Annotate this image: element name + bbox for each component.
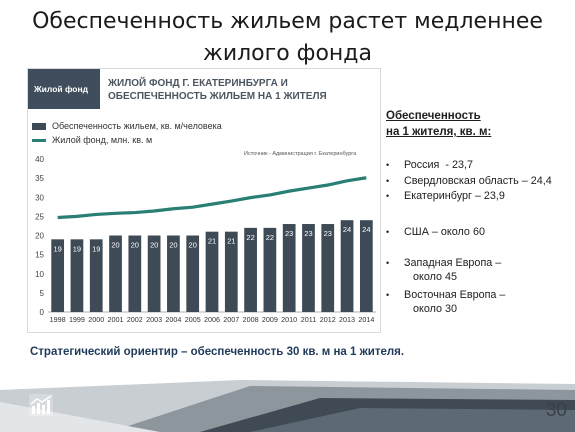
y-tick-label: 5 bbox=[40, 289, 45, 298]
bullet-icon: • bbox=[386, 227, 390, 237]
x-tick-label: 2011 bbox=[301, 315, 316, 324]
x-tick-label: 2010 bbox=[281, 315, 297, 324]
x-tick-label: 1998 bbox=[50, 315, 66, 324]
legend-label-bars: Обеспеченность жильем, кв. м/человека bbox=[52, 121, 222, 131]
x-tick-label: 2014 bbox=[358, 315, 374, 324]
bar-data-label: 21 bbox=[208, 237, 216, 246]
y-tick-label: 40 bbox=[35, 155, 44, 164]
legend-swatch-bars bbox=[32, 122, 46, 130]
bar-data-label: 22 bbox=[246, 233, 254, 242]
bar-data-label: 19 bbox=[73, 244, 81, 253]
y-tick-label: 30 bbox=[35, 193, 44, 202]
line-series bbox=[57, 176, 367, 220]
bar-data-label: 20 bbox=[169, 241, 177, 250]
bar bbox=[70, 239, 84, 312]
bar bbox=[340, 220, 354, 312]
bar bbox=[128, 235, 142, 312]
x-tick-label: 2004 bbox=[165, 315, 181, 324]
bar-data-label: 22 bbox=[266, 233, 274, 242]
y-tick-label: 35 bbox=[35, 174, 44, 183]
bullet-icon: • bbox=[386, 160, 390, 170]
chart-legend: Обеспеченность жильем, кв. м/человека Жи… bbox=[32, 119, 222, 147]
bar bbox=[186, 235, 200, 312]
bar bbox=[109, 235, 122, 312]
x-tick-label: 2007 bbox=[223, 315, 239, 324]
side-heading: Обеспеченность на 1 жителя, кв. м: bbox=[386, 108, 491, 140]
bar bbox=[244, 227, 257, 312]
x-tick-label: 2002 bbox=[127, 315, 143, 324]
x-tick-label: 2008 bbox=[243, 315, 259, 324]
x-tick-label: 2013 bbox=[339, 315, 355, 324]
chart-tag: Жилой фонд bbox=[28, 69, 100, 109]
bar-data-label: 21 bbox=[227, 237, 235, 246]
bar bbox=[321, 224, 335, 312]
bar bbox=[167, 235, 180, 312]
y-tick-label: 20 bbox=[35, 232, 44, 241]
bar bbox=[282, 224, 296, 312]
bar-data-label: 20 bbox=[150, 241, 158, 250]
chart-source: Источник - Администрация г. Екатеринбург… bbox=[244, 151, 357, 157]
legend-label-line: Жилой фонд, млн. кв. м bbox=[52, 135, 153, 145]
bullet-icon: • bbox=[386, 191, 390, 201]
y-tick-label: 0 bbox=[40, 308, 45, 317]
bar bbox=[359, 220, 373, 312]
bar-data-label: 23 bbox=[304, 229, 312, 238]
chart-title: ЖИЛОЙ ФОНД Г. ЕКАТЕРИНБУРГА И ОБЕСПЕЧЕНН… bbox=[108, 77, 378, 103]
side-heading-line1: Обеспеченность bbox=[386, 110, 481, 122]
y-tick-label: 25 bbox=[35, 212, 44, 221]
bar bbox=[205, 231, 219, 312]
chart-plot: 0 5 10 15 20 25 30 35 40 19 1998 19 1999 19 2000 20 2001… bbox=[35, 155, 376, 324]
x-tick-label: 2003 bbox=[146, 315, 162, 324]
x-tick-label: 2006 bbox=[204, 315, 220, 324]
legend-item-line: Жилой фонд, млн. кв. м bbox=[32, 133, 222, 147]
chart-panel: Жилой фонд ЖИЛОЙ ФОНД Г. ЕКАТЕРИНБУРГА И… bbox=[27, 68, 381, 333]
bar bbox=[89, 239, 103, 312]
chart-logo-icon bbox=[29, 394, 53, 416]
x-tick-label: 2000 bbox=[88, 315, 104, 324]
legend-swatch-line bbox=[32, 138, 46, 142]
x-tick-label: 2009 bbox=[262, 315, 278, 324]
bullet-icon: • bbox=[386, 176, 390, 186]
chart-title-line2: ОБЕСПЕЧЕННОСТЬ ЖИЛЬЕМ НА 1 ЖИТЕЛЯ bbox=[108, 91, 327, 102]
bar bbox=[224, 231, 238, 312]
legend-item-bars: Обеспеченность жильем, кв. м/человека bbox=[32, 119, 222, 133]
bar-data-label: 20 bbox=[131, 241, 139, 250]
bar bbox=[302, 224, 315, 312]
page-title: Обеспеченность жильем растет медленнее ж… bbox=[0, 6, 575, 70]
bar-data-label: 19 bbox=[53, 244, 61, 253]
footer-banner bbox=[0, 380, 575, 432]
bar bbox=[147, 235, 161, 312]
x-tick-label: 2012 bbox=[320, 315, 336, 324]
bar-data-label: 23 bbox=[324, 229, 332, 238]
x-tick-label: 2005 bbox=[185, 315, 201, 324]
y-tick-label: 15 bbox=[35, 251, 44, 260]
footnote: Стратегический ориентир – обеспеченность… bbox=[30, 346, 405, 358]
bullet-icon: • bbox=[386, 258, 390, 268]
side-panel: Обеспеченность на 1 жителя, кв. м: • Росс… bbox=[386, 108, 552, 315]
bar-data-label: 20 bbox=[189, 241, 197, 250]
page-title-line2: жилого фонда bbox=[203, 41, 372, 66]
bullet-icon: • bbox=[386, 290, 390, 300]
bar bbox=[263, 227, 277, 312]
bar bbox=[51, 239, 65, 312]
side-heading-line2: на 1 жителя, кв. м: bbox=[386, 126, 492, 138]
x-tick-label: 2001 bbox=[108, 315, 124, 324]
chart-title-line1: ЖИЛОЙ ФОНД Г. ЕКАТЕРИНБУРГА И bbox=[108, 78, 288, 89]
page-title-line1: Обеспеченность жильем растет медленнее bbox=[32, 9, 543, 34]
bar-data-label: 24 bbox=[362, 225, 370, 234]
x-tick-label: 1999 bbox=[69, 315, 85, 324]
bar-data-label: 23 bbox=[285, 229, 293, 238]
bar-data-label: 20 bbox=[111, 241, 119, 250]
bar-data-label: 19 bbox=[92, 244, 100, 253]
page-number: 30 bbox=[545, 400, 567, 421]
y-tick-label: 10 bbox=[35, 270, 44, 279]
bar-data-label: 24 bbox=[343, 225, 351, 234]
